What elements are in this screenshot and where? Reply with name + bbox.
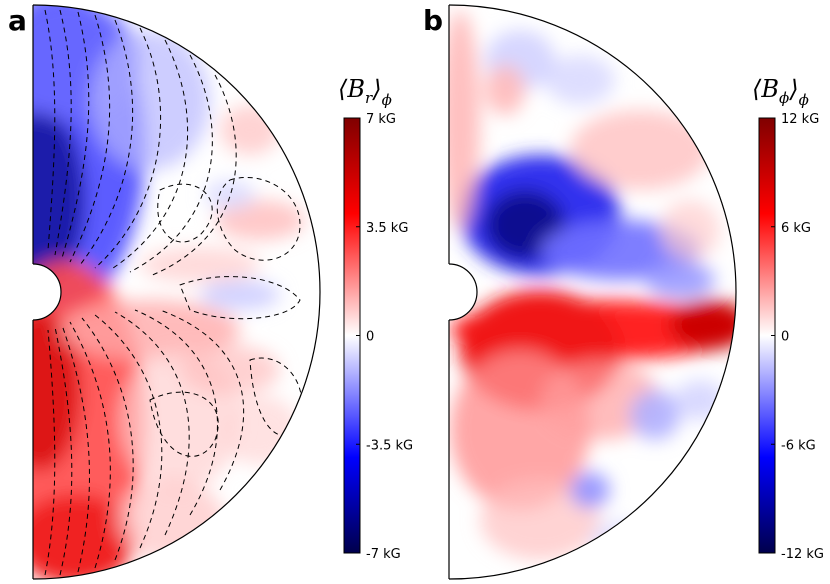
colorbar-tick-label: 3.5 kG bbox=[366, 221, 408, 236]
panel-a-colorbar-ticks: 7 kG 3.5 kG 0 -3.5 kG -7 kG bbox=[356, 112, 413, 562]
panel-a: a bbox=[8, 4, 413, 580]
colorbar-tick-label: 7 kG bbox=[366, 112, 396, 127]
panel-a-heatmap bbox=[33, 5, 320, 579]
panel-a-colorbar: ⟨Br⟩ϕ 7 kG 3.5 kG 0 -3.5 kG -7 kG bbox=[338, 75, 413, 562]
colorbar-tick-label: -7 kG bbox=[366, 547, 401, 562]
panel-b: b bbox=[423, 4, 824, 580]
panel-a-colorbar-title: ⟨Br⟩ϕ bbox=[338, 75, 392, 109]
colorbar-tick-label: 0 bbox=[781, 330, 789, 345]
panel-b-colorbar-ticks: 12 kG 6 kG 0 -6 kG -12 kG bbox=[771, 112, 824, 562]
colorbar-tick-label: 6 kG bbox=[781, 221, 811, 236]
panel-a-contours bbox=[44, 9, 303, 576]
panel-b-label: b bbox=[423, 4, 443, 37]
panel-b-colorbar-title: ⟨Bϕ⟩ϕ bbox=[752, 75, 809, 109]
panel-b-outer-boundary bbox=[448, 4, 737, 580]
colorbar-tick-label: -12 kG bbox=[781, 547, 824, 562]
colorbar-tick-label: -3.5 kG bbox=[366, 438, 413, 453]
panel-a-inner-boundary bbox=[32, 263, 62, 321]
colorbar-tick-label: -6 kG bbox=[781, 438, 816, 453]
panel-b-heatmap bbox=[449, 5, 736, 579]
colorbar-tick-label: 0 bbox=[366, 330, 374, 345]
panel-a-label: a bbox=[8, 4, 27, 37]
colorbar-tick-label: 12 kG bbox=[781, 112, 819, 127]
panel-b-colorbar: ⟨Bϕ⟩ϕ 12 kG 6 kG 0 -6 kG -12 kG bbox=[752, 75, 824, 562]
panel-b-inner-boundary bbox=[448, 263, 478, 321]
panel-a-outer-boundary bbox=[32, 4, 321, 580]
